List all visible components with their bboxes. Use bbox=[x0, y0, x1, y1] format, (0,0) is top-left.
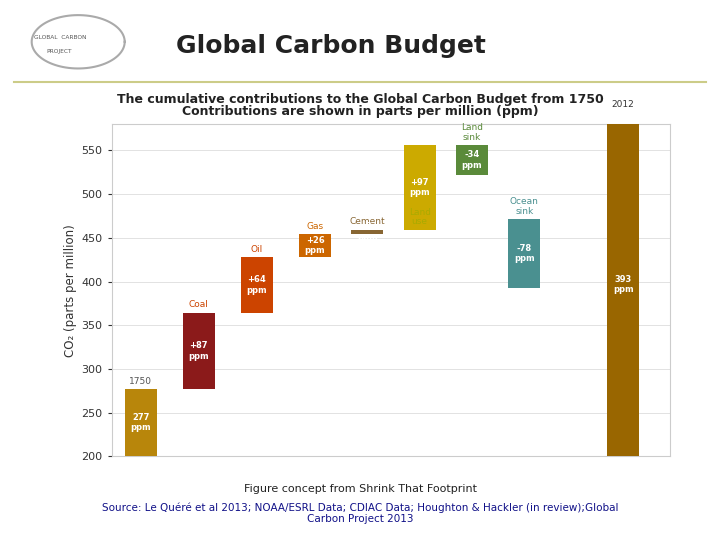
Text: +97
ppm: +97 ppm bbox=[410, 178, 430, 197]
Text: 393
ppm: 393 ppm bbox=[613, 275, 634, 294]
Text: Carbon Project 2013: Carbon Project 2013 bbox=[307, 515, 413, 524]
Text: +87
ppm: +87 ppm bbox=[189, 341, 209, 361]
Text: Coal: Coal bbox=[189, 300, 209, 309]
Bar bbox=[508, 219, 540, 288]
Text: Oil: Oil bbox=[251, 245, 263, 254]
Text: Cement: Cement bbox=[349, 218, 385, 226]
Text: Contributions are shown in parts per million (ppm): Contributions are shown in parts per mil… bbox=[181, 105, 539, 118]
Bar bbox=[456, 145, 488, 175]
Bar bbox=[125, 389, 157, 456]
Y-axis label: CO₂ (parts per million): CO₂ (parts per million) bbox=[64, 224, 77, 356]
Text: +26
ppm: +26 ppm bbox=[305, 236, 325, 255]
Text: PROJECT: PROJECT bbox=[46, 49, 72, 54]
Bar bbox=[183, 313, 215, 389]
Text: The cumulative contributions to the Global Carbon Budget from 1750: The cumulative contributions to the Glob… bbox=[117, 93, 603, 106]
Bar bbox=[299, 234, 331, 257]
Text: Land
use: Land use bbox=[409, 208, 431, 226]
Text: Source: Le Quéré et al 2013; NOAA/ESRL Data; CDIAC Data; Houghton & Hackler (in : Source: Le Quéré et al 2013; NOAA/ESRL D… bbox=[102, 502, 618, 513]
Bar bbox=[607, 113, 639, 456]
Text: -5
ppm: -5 ppm bbox=[357, 222, 378, 242]
Text: 2012: 2012 bbox=[612, 100, 634, 109]
Text: Ocean
sink: Ocean sink bbox=[510, 197, 539, 216]
Bar bbox=[404, 145, 436, 230]
Text: GLOBAL  CARBON: GLOBAL CARBON bbox=[34, 35, 86, 40]
Bar bbox=[351, 230, 383, 234]
Text: -34
ppm: -34 ppm bbox=[462, 150, 482, 170]
Text: Global Carbon Budget: Global Carbon Budget bbox=[176, 34, 486, 58]
Text: -78
ppm: -78 ppm bbox=[514, 244, 534, 263]
Text: Figure concept from Shrink That Footprint: Figure concept from Shrink That Footprin… bbox=[243, 484, 477, 494]
Text: 1750: 1750 bbox=[129, 376, 152, 386]
Text: +64
ppm: +64 ppm bbox=[246, 275, 267, 295]
Text: 277
ppm: 277 ppm bbox=[130, 413, 151, 433]
Text: Land
sink: Land sink bbox=[461, 123, 483, 141]
Bar bbox=[241, 257, 273, 313]
Text: Gas: Gas bbox=[307, 222, 323, 231]
